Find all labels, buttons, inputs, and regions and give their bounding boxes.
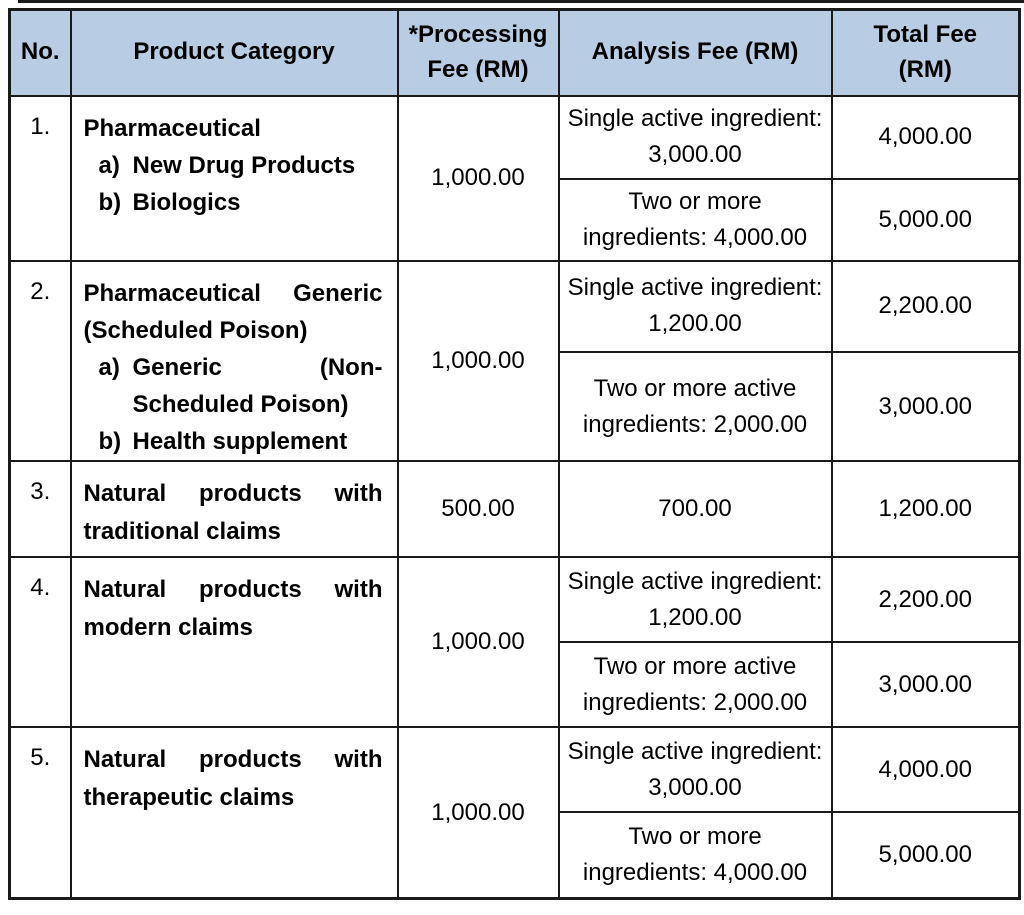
- category-item-text: Biologics: [132, 188, 241, 216]
- category-title: Pharmaceutical Generic (Scheduled Poison…: [83, 279, 383, 344]
- analysis-fee-cell: 700.00: [557, 460, 833, 559]
- table-subrow: Two or more active ingredients: 2,000.00…: [10, 351, 1021, 463]
- col-header-total-fee: Total Fee (RM): [830, 8, 1021, 97]
- total-fee-cell: 2,200.00: [830, 259, 1021, 354]
- category-item-marker: b): [98, 188, 122, 216]
- category-item-text: New Drug Products: [132, 151, 356, 179]
- processing-fee-cell: 1,000.00: [396, 94, 560, 262]
- col-header-analysis-fee: Analysis Fee (RM): [557, 8, 833, 97]
- header-row: No. Product Category *Processing Fee (RM…: [8, 8, 1021, 97]
- category-title: Natural products with therapeutic claims: [83, 746, 383, 811]
- analysis-fee-cell: Two or more ingredients: 4,000.00: [557, 811, 833, 900]
- processing-fee-cell: 1,000.00: [396, 556, 560, 729]
- total-fee-cell: 3,000.00: [830, 351, 1021, 463]
- category-title: Natural products with traditional claims: [83, 480, 383, 545]
- category-title: Pharmaceutical: [83, 114, 261, 142]
- total-fee-cell: 5,000.00: [830, 177, 1021, 262]
- row-number-cell: 1.: [8, 94, 72, 262]
- total-fee-cell: 3,000.00: [830, 641, 1021, 729]
- top-rule: [18, 0, 1024, 3]
- product-category-cell: Natural products with traditional claims: [69, 460, 399, 559]
- total-fee-cell: 4,000.00: [830, 726, 1021, 814]
- category-item-marker: a): [98, 151, 120, 179]
- analysis-fee-cell: Single active ingredient: 3,000.00: [557, 94, 833, 180]
- table-row: 5. Natural products with therapeutic cla…: [8, 726, 1021, 900]
- category-item-marker: b): [98, 428, 122, 456]
- analysis-fee-cell: Two or more active ingredients: 2,000.00: [557, 351, 833, 463]
- analysis-fee-cell: Two or more ingredients: 4,000.00: [557, 177, 833, 262]
- analysis-fee-cell: Single active ingredient: 1,200.00: [557, 556, 833, 644]
- processing-fee-cell: 1,000.00: [396, 259, 560, 463]
- total-fee-cell: 2,200.00: [830, 556, 1021, 644]
- col-header-product-category: Product Category: [69, 8, 399, 97]
- fees-table: No. Product Category *Processing Fee (RM…: [8, 8, 1021, 900]
- table-row: 2. Pharmaceutical Generic (Scheduled Poi…: [8, 259, 1021, 463]
- category-item: b) Health supplement: [98, 423, 383, 459]
- category-item: a) New Drug Products: [99, 147, 383, 184]
- table-row: 4. Natural products with modern claims 1…: [8, 556, 1021, 729]
- category-item-marker: a): [98, 353, 120, 381]
- table-subrow: Two or more ingredients: 4,000.00 5,000.…: [10, 177, 1021, 262]
- col-header-no: No.: [8, 8, 72, 97]
- product-category-cell: Natural products with therapeutic claims: [69, 726, 399, 900]
- table-row: 3. Natural products with traditional cla…: [8, 460, 1021, 559]
- row-number-cell: 4.: [8, 556, 72, 729]
- total-fee-cell: 4,000.00: [830, 94, 1021, 180]
- category-title: Natural products with modern claims: [83, 576, 383, 641]
- col-header-processing-fee: *Processing Fee (RM): [396, 8, 560, 97]
- analysis-fee-cell: Single active ingredient: 1,200.00: [557, 259, 833, 354]
- table-subrow: Two or more active ingredients: 2,000.00…: [10, 641, 1021, 729]
- table-subrow: Two or more ingredients: 4,000.00 5,000.…: [10, 811, 1021, 900]
- processing-fee-cell: 1,000.00: [396, 726, 560, 900]
- product-category-cell: Pharmaceutical Generic (Scheduled Poison…: [69, 259, 399, 463]
- analysis-fee-cell: Two or more active ingredients: 2,000.00: [557, 641, 833, 729]
- product-category-cell: Natural products with modern claims: [69, 556, 399, 729]
- row-number-cell: 5.: [8, 726, 72, 900]
- product-category-cell: Pharmaceutical a) New Drug Products b) B…: [69, 94, 399, 262]
- row-number-cell: 3.: [8, 460, 72, 559]
- category-item: b) Biologics: [99, 184, 383, 221]
- row-number-cell: 2.: [8, 259, 72, 463]
- category-item-text: Health supplement: [132, 428, 348, 456]
- total-fee-cell: 5,000.00: [830, 811, 1021, 900]
- table-row: 1. Pharmaceutical a) New Drug Products b…: [8, 94, 1021, 262]
- category-item-text: Generic (Non-Scheduled Poison): [132, 353, 383, 419]
- analysis-fee-cell: Single active ingredient: 3,000.00: [557, 726, 833, 814]
- total-fee-cell: 1,200.00: [830, 460, 1021, 559]
- category-item: a) Generic (Non-Scheduled Poison): [99, 349, 383, 423]
- processing-fee-cell: 500.00: [396, 460, 560, 559]
